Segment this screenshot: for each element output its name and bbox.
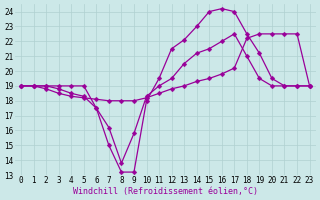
- X-axis label: Windchill (Refroidissement éolien,°C): Windchill (Refroidissement éolien,°C): [73, 187, 258, 196]
